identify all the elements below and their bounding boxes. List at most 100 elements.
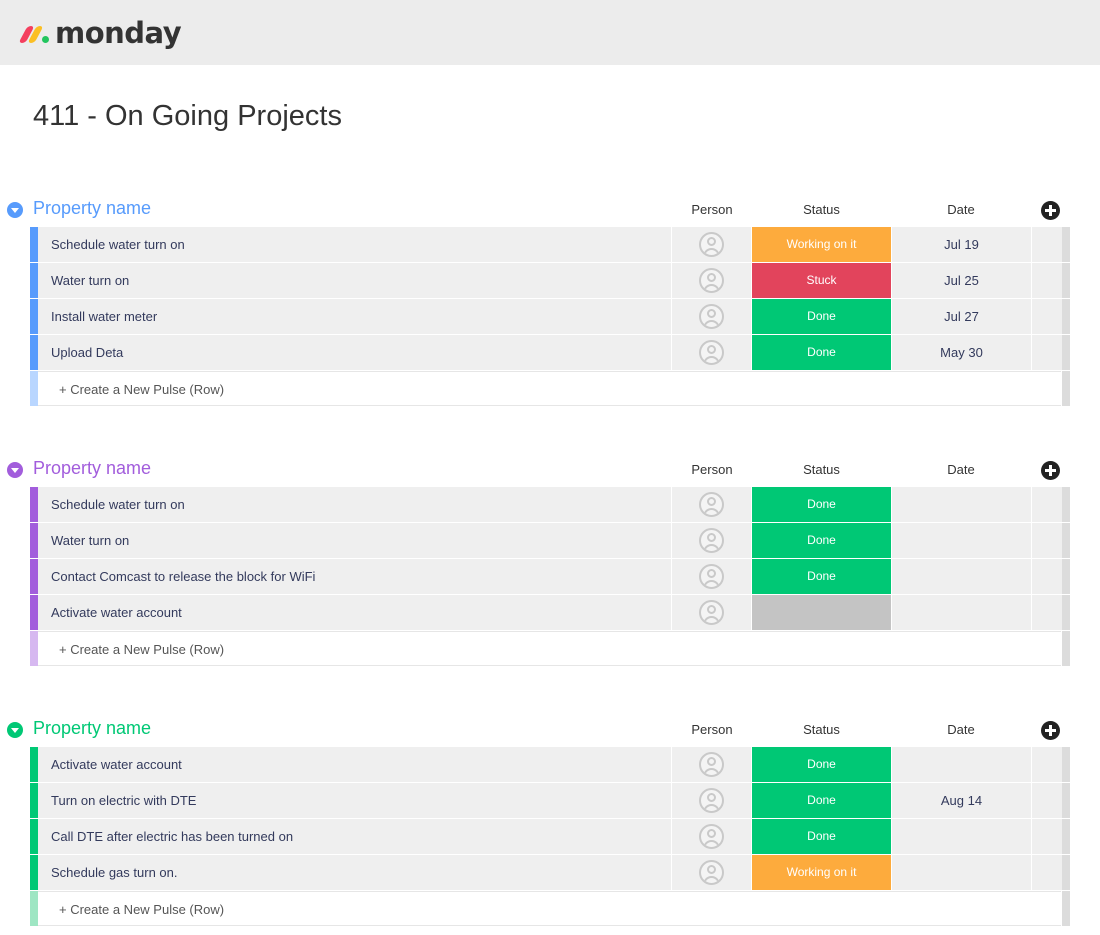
pulse-name[interactable]: Activate water account — [51, 605, 182, 620]
table-row[interactable]: Turn on electric with DTE Done Aug 14 — [30, 783, 1070, 819]
create-pulse-cell[interactable]: + Create a New Pulse (Row) — [38, 891, 1061, 926]
pulse-name[interactable]: Water turn on — [51, 273, 130, 288]
person-avatar-icon[interactable] — [699, 340, 724, 365]
group-title[interactable]: Property name — [33, 198, 152, 218]
extra-cell[interactable] — [1032, 335, 1062, 370]
column-header-date[interactable]: Date — [947, 202, 975, 217]
create-pulse-button[interactable]: + Create a New Pulse (Row) — [59, 902, 225, 917]
pulse-name-cell[interactable]: Activate water account — [38, 747, 671, 782]
pulse-name[interactable]: Activate water account — [51, 757, 182, 772]
extra-cell[interactable] — [1032, 263, 1062, 298]
pulse-name[interactable]: Water turn on — [51, 533, 130, 548]
extra-cell[interactable] — [1032, 747, 1062, 782]
table-row[interactable]: Schedule gas turn on. Working on it — [30, 855, 1070, 891]
date-cell[interactable] — [892, 819, 1031, 854]
person-cell[interactable] — [672, 227, 751, 262]
pulse-name-cell[interactable]: Schedule water turn on — [38, 487, 671, 522]
person-cell[interactable] — [672, 487, 751, 522]
collapse-group-icon[interactable] — [7, 202, 23, 218]
date-cell[interactable] — [892, 747, 1031, 782]
table-row[interactable]: Call DTE after electric has been turned … — [30, 819, 1070, 855]
extra-cell[interactable] — [1032, 227, 1062, 262]
pulse-name-cell[interactable]: Water turn on — [38, 523, 671, 558]
date-cell[interactable] — [892, 523, 1031, 558]
date-cell[interactable] — [892, 487, 1031, 522]
group-title[interactable]: Property name — [33, 458, 152, 478]
person-cell[interactable] — [672, 263, 751, 298]
person-cell[interactable] — [672, 335, 751, 370]
status-cell[interactable]: Done — [752, 783, 891, 818]
table-row[interactable]: Water turn on Stuck Jul 25 — [30, 263, 1070, 299]
person-avatar-icon[interactable] — [699, 528, 724, 553]
column-header-status[interactable]: Status — [803, 722, 840, 737]
person-cell[interactable] — [672, 595, 751, 630]
pulse-name-cell[interactable]: Upload Deta — [38, 335, 671, 370]
person-cell[interactable] — [672, 819, 751, 854]
date-cell[interactable] — [892, 595, 1031, 630]
status-cell[interactable]: Stuck — [752, 263, 891, 298]
pulse-name-cell[interactable]: Schedule water turn on — [38, 227, 671, 262]
person-avatar-icon[interactable] — [699, 788, 724, 813]
create-pulse-cell[interactable]: + Create a New Pulse (Row) — [38, 631, 1061, 666]
table-row[interactable]: Install water meter Done Jul 27 — [30, 299, 1070, 335]
add-column-icon[interactable] — [1041, 721, 1060, 740]
person-avatar-icon[interactable] — [699, 492, 724, 517]
status-cell[interactable]: Done — [752, 747, 891, 782]
table-row[interactable]: Activate water account — [30, 595, 1070, 631]
collapse-group-icon[interactable] — [7, 722, 23, 738]
group-title[interactable]: Property name — [33, 718, 152, 738]
create-pulse-row[interactable]: + Create a New Pulse (Row) — [30, 371, 1070, 406]
person-avatar-icon[interactable] — [699, 860, 724, 885]
date-cell[interactable]: May 30 — [892, 335, 1031, 370]
table-row[interactable]: Contact Comcast to release the block for… — [30, 559, 1070, 595]
pulse-name-cell[interactable]: Call DTE after electric has been turned … — [38, 819, 671, 854]
create-pulse-button[interactable]: + Create a New Pulse (Row) — [59, 642, 225, 657]
status-cell[interactable] — [752, 595, 891, 630]
person-avatar-icon[interactable] — [699, 600, 724, 625]
column-header-date[interactable]: Date — [947, 462, 975, 477]
person-cell[interactable] — [672, 299, 751, 334]
person-avatar-icon[interactable] — [699, 824, 724, 849]
pulse-name[interactable]: Upload Deta — [51, 345, 124, 360]
monday-logo[interactable]: monday — [18, 16, 182, 50]
person-cell[interactable] — [672, 855, 751, 890]
column-header-status[interactable]: Status — [803, 202, 840, 217]
pulse-name-cell[interactable]: Install water meter — [38, 299, 671, 334]
person-avatar-icon[interactable] — [699, 752, 724, 777]
extra-cell[interactable] — [1032, 595, 1062, 630]
board-title[interactable]: 411 - On Going Projects — [33, 100, 342, 132]
create-pulse-cell[interactable]: + Create a New Pulse (Row) — [38, 371, 1061, 406]
date-cell[interactable] — [892, 559, 1031, 594]
create-pulse-button[interactable]: + Create a New Pulse (Row) — [59, 382, 225, 397]
status-cell[interactable]: Done — [752, 559, 891, 594]
column-header-person[interactable]: Person — [691, 462, 733, 477]
pulse-name[interactable]: Schedule gas turn on. — [51, 865, 178, 880]
person-avatar-icon[interactable] — [699, 304, 724, 329]
status-cell[interactable]: Done — [752, 299, 891, 334]
status-cell[interactable]: Done — [752, 523, 891, 558]
person-cell[interactable] — [672, 559, 751, 594]
pulse-name[interactable]: Install water meter — [51, 309, 158, 324]
table-row[interactable]: Schedule water turn on Working on it Jul 1… — [30, 227, 1070, 263]
person-avatar-icon[interactable] — [699, 268, 724, 293]
table-row[interactable]: Activate water account Done — [30, 747, 1070, 783]
pulse-name[interactable]: Schedule water turn on — [51, 497, 185, 512]
person-cell[interactable] — [672, 747, 751, 782]
extra-cell[interactable] — [1032, 487, 1062, 522]
person-cell[interactable] — [672, 523, 751, 558]
person-avatar-icon[interactable] — [699, 564, 724, 589]
pulse-name[interactable]: Schedule water turn on — [51, 237, 185, 252]
person-cell[interactable] — [672, 783, 751, 818]
pulse-name-cell[interactable]: Water turn on — [38, 263, 671, 298]
table-row[interactable]: Schedule water turn on Done — [30, 487, 1070, 523]
create-pulse-row[interactable]: + Create a New Pulse (Row) — [30, 631, 1070, 666]
table-row[interactable]: Upload Deta Done May 30 — [30, 335, 1070, 371]
column-header-status[interactable]: Status — [803, 462, 840, 477]
column-header-person[interactable]: Person — [691, 722, 733, 737]
extra-cell[interactable] — [1032, 819, 1062, 854]
pulse-name[interactable]: Contact Comcast to release the block for… — [51, 569, 316, 584]
extra-cell[interactable] — [1032, 299, 1062, 334]
status-cell[interactable]: Done — [752, 487, 891, 522]
pulse-name[interactable]: Turn on electric with DTE — [51, 793, 197, 808]
extra-cell[interactable] — [1032, 523, 1062, 558]
